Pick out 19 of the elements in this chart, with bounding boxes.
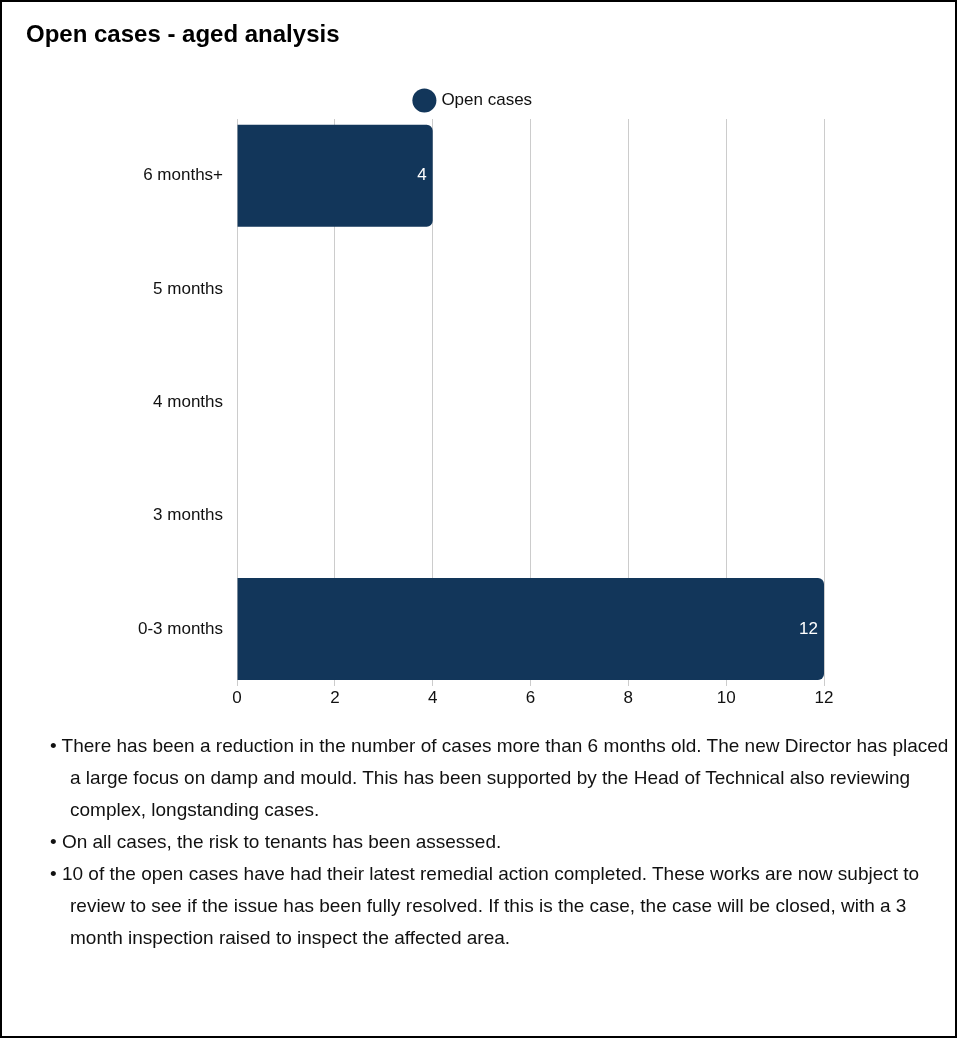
y-tick-label: 3 months: [153, 505, 224, 525]
x-tick-label: 6: [525, 688, 536, 708]
x-tick-label: 8: [623, 688, 634, 708]
x-tick-label: 2: [330, 688, 340, 708]
text: • 10 of the open cases have had their latest remedial action completed. These works are now subject to review to see if the issue has been fully resolved. If this is the case, the case will be closed, with a 3 month inspection raised to inspect the affected area.: [50, 862, 921, 950]
x-tick-label: 0: [232, 688, 242, 708]
text: • On all cases, the risk to tenants has been assessed.: [50, 830, 503, 854]
text: 12: [799, 618, 818, 638]
legend-label: Open cases: [441, 90, 533, 110]
y-tick-label: 5 months: [153, 278, 224, 298]
y-tick-label: 4 months: [153, 391, 224, 411]
x-tick-label: 12: [814, 688, 834, 708]
text: 4: [417, 165, 427, 185]
chart-title: Open cases - aged analysis: [26, 20, 340, 48]
x-tick-label: 4: [427, 688, 438, 708]
y-tick-label: 0-3 months: [137, 618, 224, 638]
x-tick-label: 10: [716, 688, 736, 708]
text: • There has been a reduction in the number of cases more than 6 months old. The new Director has placed a large focus on damp and mould. This has been supported by the Head of Technical also reviewing complex, longstanding cases.: [50, 734, 950, 822]
y-tick-label: 6 months+: [143, 165, 224, 185]
